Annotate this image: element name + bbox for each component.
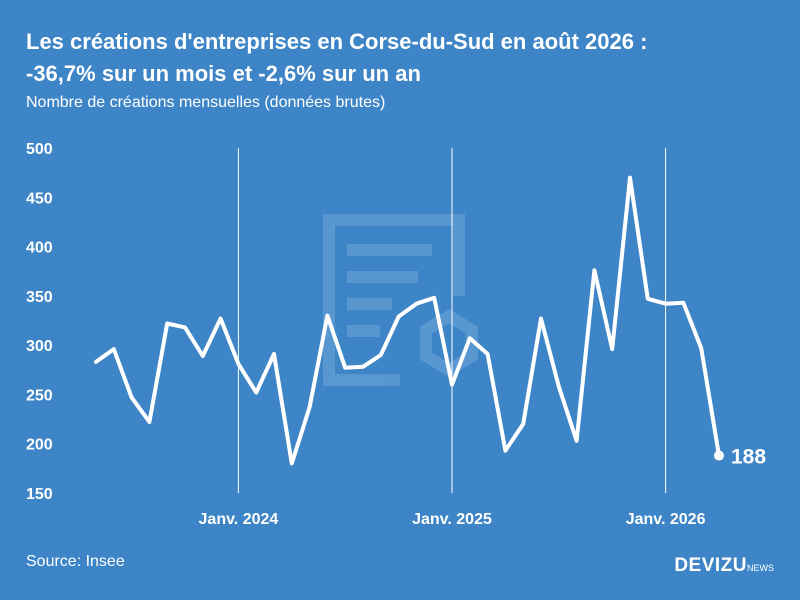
chart-subtitle: Nombre de créations mensuelles (données … <box>26 94 386 111</box>
y-tick-label: 250 <box>26 387 53 404</box>
y-tick-label: 200 <box>26 437 53 454</box>
brand-name: DEVIZU <box>674 555 747 576</box>
y-tick-label: 300 <box>26 338 53 355</box>
source-note: Source: Insee <box>26 553 125 570</box>
title-line-2: -36,7% sur un mois et -2,6% sur un an <box>26 61 421 86</box>
y-tick-label: 150 <box>26 486 53 503</box>
title-line-1: Les créations d'entreprises en Corse-du-… <box>26 29 648 54</box>
chart-title: Les créations d'entreprises en Corse-du-… <box>26 26 786 90</box>
series-line <box>94 175 721 466</box>
y-tick-label: 500 <box>26 141 53 158</box>
x-tick-label: Janv. 2026 <box>626 511 706 528</box>
y-tick-label: 450 <box>26 190 53 207</box>
x-tick-label: Janv. 2025 <box>412 511 492 528</box>
y-tick-label: 400 <box>26 240 53 257</box>
last-point-marker <box>714 450 724 461</box>
x-tick-label: Janv. 2024 <box>199 511 279 528</box>
y-tick-label: 350 <box>26 289 53 306</box>
watermark-logo-icon <box>323 214 478 386</box>
last-value-label: 188 <box>731 446 766 469</box>
brand-logo: DEVIZUNEWS <box>674 555 774 577</box>
brand-suffix: NEWS <box>747 563 774 573</box>
